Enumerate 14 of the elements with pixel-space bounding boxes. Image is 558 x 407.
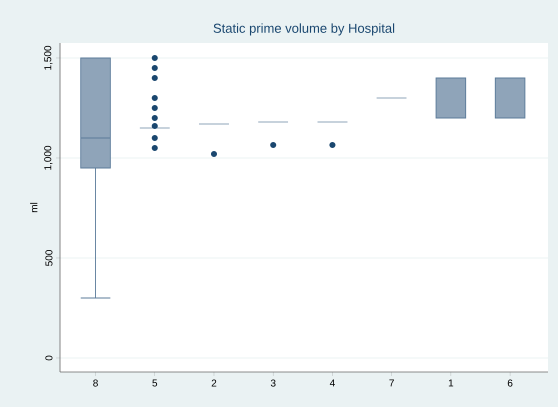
y-tick-label: 1,500 xyxy=(44,46,52,70)
x-tick-label: 4 xyxy=(330,380,335,386)
y-tick-label: 500 xyxy=(45,250,52,266)
y-axis-title: ml xyxy=(30,202,38,212)
x-tick-label: 8 xyxy=(93,380,98,387)
x-tick-label: 6 xyxy=(508,380,512,387)
y-tick-label: 1,000 xyxy=(44,146,52,170)
x-tick-label: 2 xyxy=(212,380,216,386)
x-tick-label: 3 xyxy=(270,380,276,387)
x-tick-label: 1 xyxy=(448,380,454,386)
x-tick-label: 7 xyxy=(389,380,394,386)
x-tick-label: 5 xyxy=(152,380,158,386)
chart-title: Static prime volume by Hospital xyxy=(214,23,394,36)
y-tick-label: 0 xyxy=(45,356,52,360)
